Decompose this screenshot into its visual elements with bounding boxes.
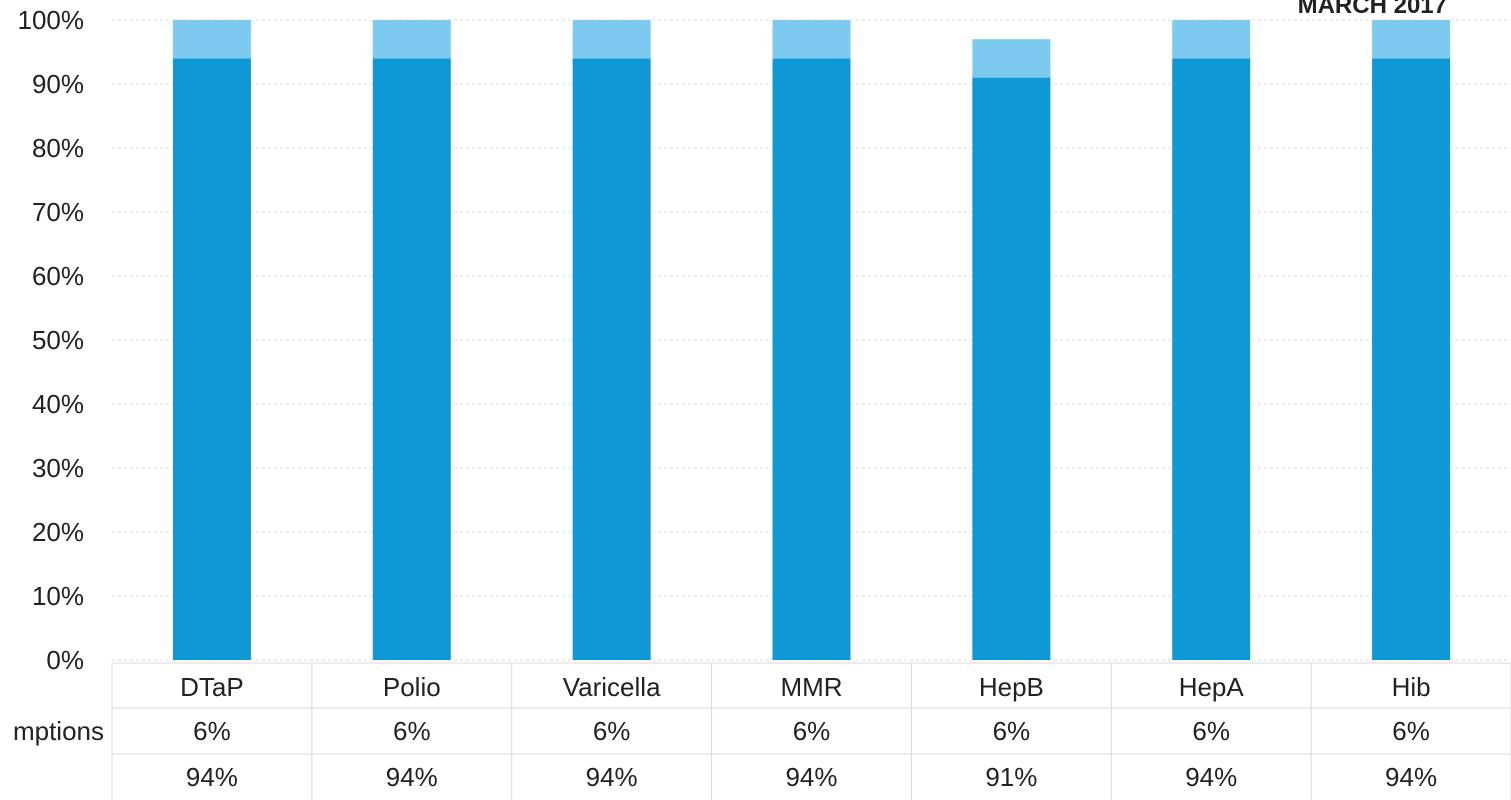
bar-varicella-series-1 — [572, 20, 651, 59]
y-tick-label: 100% — [18, 5, 85, 35]
y-axis-tick-labels: 0% 10% 20% 30% 40% 50% 60% 70% 80% 90% 100% — [18, 5, 85, 675]
data-label: 94% — [386, 762, 438, 792]
data-label: 6% — [193, 716, 231, 746]
bar-varicella-series-0 — [572, 58, 651, 660]
bar-polio-series-1 — [372, 20, 451, 59]
data-label: 94% — [586, 762, 638, 792]
y-tick-label: 20% — [32, 517, 84, 547]
y-tick-label: 0% — [46, 645, 84, 675]
x-tick-label: HepB — [979, 672, 1044, 702]
bar-dtap-series-1 — [172, 20, 251, 59]
data-label: 94% — [186, 762, 238, 792]
y-tick-label: 90% — [32, 69, 84, 99]
data-label: 6% — [793, 716, 831, 746]
data-label: 94% — [785, 762, 837, 792]
x-tick-label: DTaP — [180, 672, 244, 702]
bar-mmr-series-0 — [772, 58, 851, 660]
y-tick-label: 10% — [32, 581, 84, 611]
data-label: 94% — [1385, 762, 1437, 792]
y-tick-label: 30% — [32, 453, 84, 483]
y-tick-label: 40% — [32, 389, 84, 419]
y-tick-label: 60% — [32, 261, 84, 291]
bar-hepa-series-1 — [1172, 20, 1251, 59]
x-tick-label: Varicella — [563, 672, 661, 702]
x-tick-label: Polio — [383, 672, 441, 702]
data-label: 6% — [393, 716, 431, 746]
x-tick-label: HepA — [1179, 672, 1245, 702]
bar-dtap-series-0 — [172, 58, 251, 660]
chart-title: MARCH 2017 — [1297, 0, 1447, 19]
data-label: 6% — [593, 716, 631, 746]
x-tick-label: MMR — [780, 672, 842, 702]
bar-mmr-series-1 — [772, 20, 851, 59]
data-label: 6% — [1392, 716, 1430, 746]
y-tick-label: 80% — [32, 133, 84, 163]
data-label: 94% — [1185, 762, 1237, 792]
bar-hepa-series-0 — [1172, 58, 1251, 660]
data-label: 91% — [985, 762, 1037, 792]
bar-hepb-series-0 — [972, 77, 1051, 661]
y-tick-label: 70% — [32, 197, 84, 227]
data-label: 6% — [1192, 716, 1230, 746]
bar-hib-series-0 — [1372, 58, 1451, 660]
table-row-label: mptions — [13, 716, 104, 746]
data-label: 6% — [993, 716, 1031, 746]
bar-hib-series-1 — [1372, 20, 1451, 59]
x-tick-label: Hib — [1392, 672, 1431, 702]
y-tick-label: 50% — [32, 325, 84, 355]
bar-hepb-series-1 — [972, 39, 1051, 78]
gridlines — [112, 19, 1511, 661]
data-table: DTaP Polio Varicella MMR HepB HepA Hib mptions 6… — [13, 662, 1511, 800]
bar-polio-series-0 — [372, 58, 451, 660]
bars — [172, 20, 1451, 661]
